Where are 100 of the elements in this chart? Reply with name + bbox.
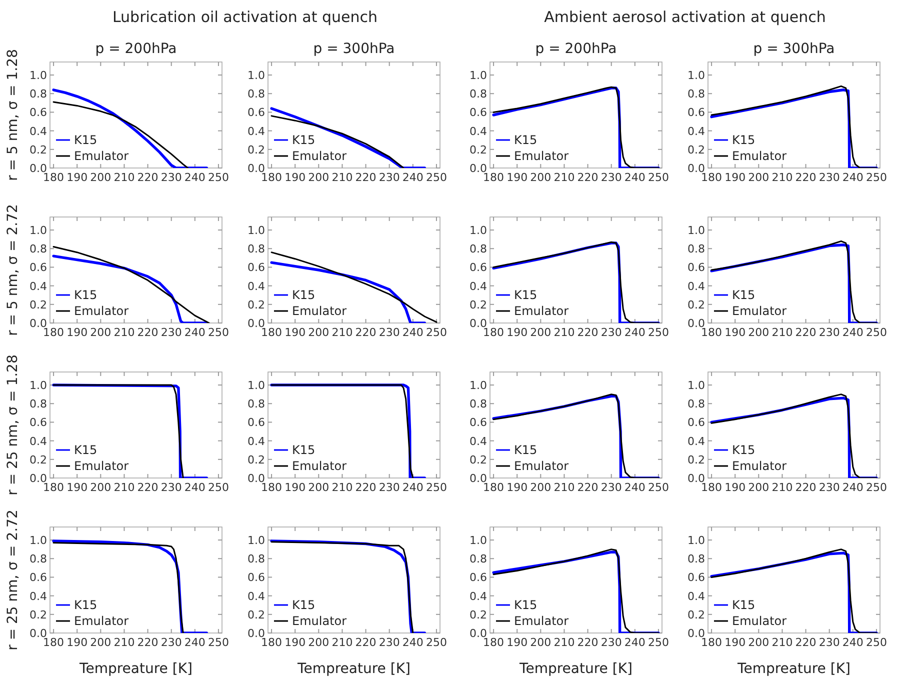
x-tick-label: 180 — [261, 326, 282, 339]
y-tick-label: 0.4 — [688, 590, 705, 603]
x-tick-label: 210 — [554, 326, 575, 339]
x-tick-label: 190 — [284, 171, 306, 184]
x-tick-label: 230 — [378, 481, 400, 494]
legend-label: Emulator — [732, 149, 787, 163]
x-tick-label: 240 — [842, 326, 864, 339]
x-tick-label: 250 — [648, 636, 669, 649]
x-tick-label: 200 — [530, 326, 552, 339]
y-tick-label: 0.2 — [688, 298, 705, 312]
y-tick-label: 0.8 — [248, 398, 265, 411]
y-tick-label: 0.6 — [30, 106, 47, 120]
legend-label: K15 — [292, 288, 316, 302]
x-tick-label: 250 — [648, 481, 669, 494]
y-tick-label: 0.2 — [30, 143, 47, 156]
x-tick-label: 220 — [577, 326, 598, 339]
x-tick-label: 240 — [184, 326, 206, 339]
legend-label: Emulator — [514, 459, 569, 473]
legend-label: K15 — [732, 598, 756, 612]
x-tick-label: 180 — [483, 171, 504, 184]
x-tick-label: 200 — [308, 636, 330, 649]
x-tick-label: 210 — [332, 171, 353, 184]
chart-title: Ambient aerosol activation at quench — [544, 8, 826, 26]
x-tick-label: 240 — [624, 326, 646, 339]
x-tick-label: 210 — [114, 636, 135, 649]
x-tick-label: 250 — [426, 326, 447, 339]
legend-label: Emulator — [292, 459, 347, 473]
x-tick-label: 250 — [866, 326, 887, 339]
y-tick-label: 1.0 — [688, 534, 705, 548]
x-tick-label: 180 — [483, 481, 504, 494]
legend-label: Emulator — [292, 149, 347, 163]
x-tick-label: 220 — [355, 326, 376, 339]
y-tick-label: 0.8 — [30, 552, 47, 566]
x-tick-label: 220 — [137, 481, 158, 494]
y-tick-label: 1.0 — [470, 534, 487, 548]
x-tick-label: 210 — [772, 636, 793, 649]
y-tick-label: 0.4 — [688, 434, 705, 448]
legend-label: Emulator — [732, 459, 787, 473]
x-tick-label: 210 — [114, 326, 135, 339]
y-tick-label: 0.6 — [470, 106, 487, 120]
x-tick-label: 210 — [554, 171, 575, 184]
x-tick-label: 190 — [66, 171, 88, 184]
x-tick-label: 220 — [795, 171, 816, 184]
y-tick-label: 0.4 — [470, 434, 487, 448]
x-tick-label: 180 — [261, 481, 282, 494]
y-axis-title: r = 5 nm, σ = 2.72 — [5, 204, 21, 336]
chart-subtitle: p = 300hPa — [313, 41, 395, 57]
x-tick-label: 180 — [701, 636, 722, 649]
x-tick-label: 200 — [530, 636, 552, 649]
legend-label: K15 — [514, 598, 538, 612]
x-tick-label: 220 — [137, 326, 158, 339]
y-tick-label: 0.6 — [248, 106, 265, 120]
y-tick-label: 0.4 — [470, 124, 487, 138]
x-tick-label: 230 — [378, 636, 400, 649]
y-tick-label: 0.2 — [688, 143, 705, 156]
x-tick-label: 230 — [818, 171, 840, 184]
y-tick-label: 0.2 — [470, 453, 487, 466]
x-tick-label: 200 — [748, 171, 770, 184]
y-tick-label: 0.4 — [30, 280, 47, 293]
x-tick-label: 180 — [261, 636, 282, 649]
y-tick-label: 0.4 — [688, 124, 705, 138]
x-tick-label: 200 — [748, 636, 770, 649]
y-tick-label: 0.2 — [688, 453, 705, 466]
x-tick-label: 210 — [554, 636, 575, 649]
x-tick-label: 250 — [648, 171, 669, 184]
x-tick-label: 190 — [66, 326, 88, 339]
y-tick-label: 0.2 — [470, 143, 487, 156]
x-tick-label: 210 — [332, 636, 353, 649]
x-tick-label: 200 — [90, 171, 112, 184]
y-tick-label: 0.4 — [248, 124, 265, 138]
x-tick-label: 220 — [577, 636, 598, 649]
y-tick-label: 0.6 — [30, 571, 47, 584]
legend-label: K15 — [292, 598, 316, 612]
x-tick-label: 180 — [43, 481, 64, 494]
x-tick-label: 200 — [748, 481, 770, 494]
y-tick-label: 1.0 — [688, 69, 705, 82]
x-tick-label: 180 — [701, 171, 722, 184]
x-tick-label: 180 — [261, 171, 282, 184]
x-tick-label: 220 — [795, 636, 816, 649]
y-tick-label: 0.2 — [248, 143, 265, 156]
x-tick-label: 180 — [483, 326, 504, 339]
x-tick-label: 250 — [208, 481, 229, 494]
x-tick-label: 200 — [308, 171, 330, 184]
x-tick-label: 240 — [624, 171, 646, 184]
y-tick-label: 0.6 — [30, 261, 47, 274]
chart-title: Lubrication oil activation at quench — [112, 8, 378, 26]
x-tick-label: 180 — [43, 171, 64, 184]
x-tick-label: 230 — [600, 481, 622, 494]
legend-label: K15 — [74, 443, 98, 457]
x-tick-label: 220 — [137, 636, 158, 649]
x-axis-title: Tempreature [K] — [518, 661, 632, 677]
y-tick-label: 0.8 — [248, 88, 265, 101]
x-tick-label: 200 — [308, 481, 330, 494]
x-tick-label: 200 — [90, 481, 112, 494]
chart-subtitle: p = 200hPa — [535, 41, 617, 57]
y-tick-label: 0.8 — [470, 242, 487, 256]
x-tick-label: 190 — [66, 481, 88, 494]
x-tick-label: 250 — [866, 171, 887, 184]
y-tick-label: 0.4 — [470, 280, 487, 293]
x-tick-label: 250 — [426, 481, 447, 494]
